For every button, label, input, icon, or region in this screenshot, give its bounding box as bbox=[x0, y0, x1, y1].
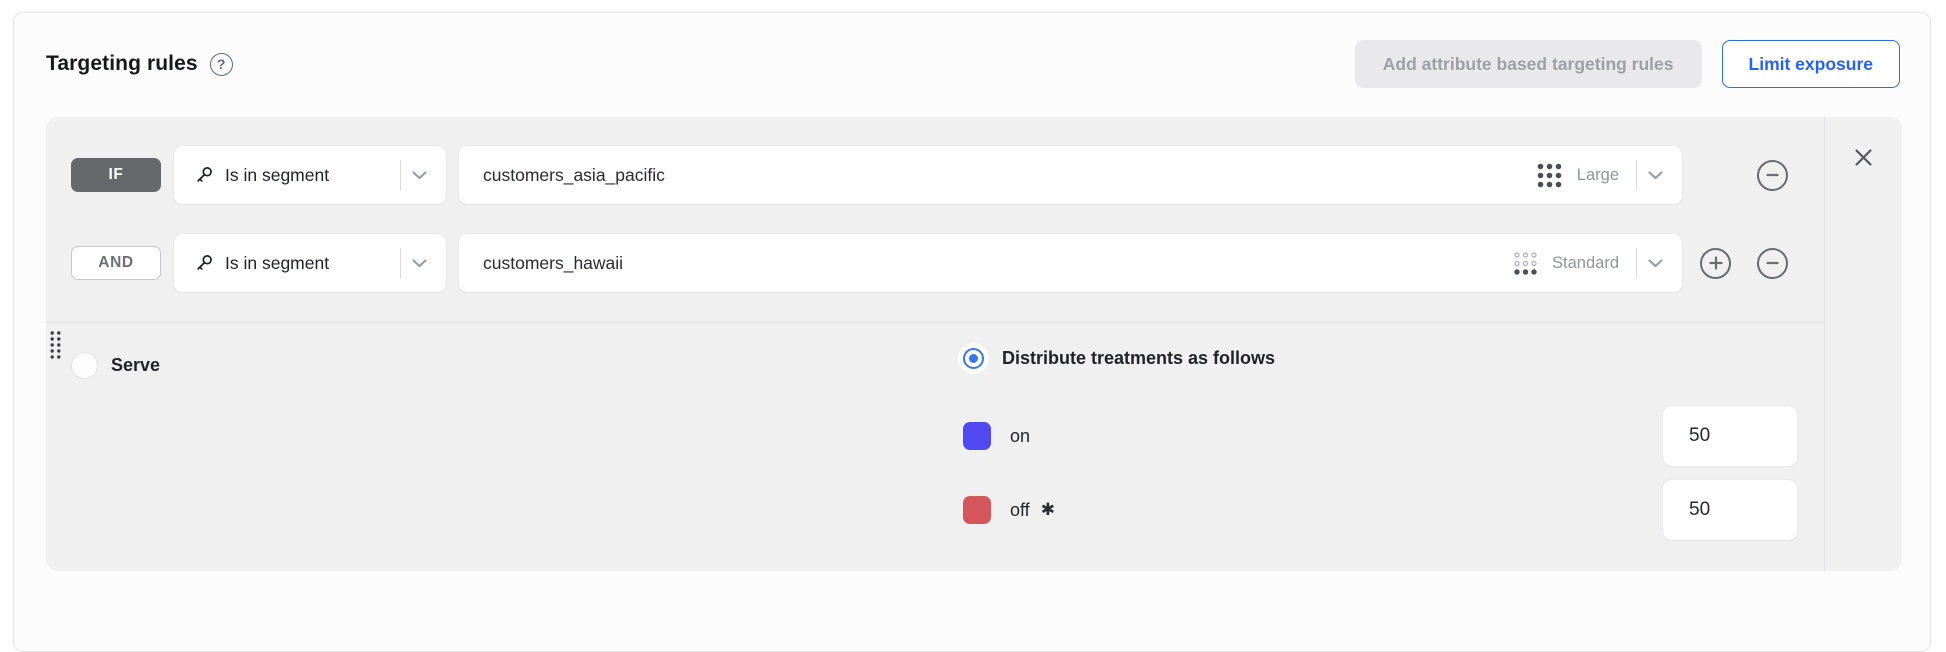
serve-label: Serve bbox=[111, 355, 161, 375]
page-title: Targeting rules bbox=[46, 52, 198, 75]
chevron-down-icon[interactable] bbox=[1648, 258, 1663, 268]
remove-condition-button[interactable] bbox=[1757, 247, 1788, 279]
help-icon[interactable]: ? bbox=[209, 52, 233, 76]
matcher-label: Is in segment bbox=[225, 252, 330, 273]
treatment-off-swatch bbox=[963, 496, 991, 524]
remove-condition-button[interactable] bbox=[1757, 159, 1788, 191]
segment-size-large-icon bbox=[1536, 162, 1563, 189]
targeting-rule-card: IF Is in segment bbox=[46, 117, 1902, 571]
serve-radio[interactable] bbox=[71, 352, 98, 379]
row-actions bbox=[1682, 247, 1824, 279]
if-badge: IF bbox=[71, 158, 161, 192]
chevron-down-icon[interactable] bbox=[1648, 170, 1663, 180]
add-attribute-rules-button[interactable]: Add attribute based targeting rules bbox=[1354, 40, 1702, 88]
segment-size-label: Large bbox=[1576, 165, 1619, 184]
chevron-down-icon bbox=[412, 170, 427, 180]
distribute-label: Distribute treatments as follows bbox=[1002, 348, 1276, 368]
add-condition-button[interactable] bbox=[1700, 247, 1731, 279]
segment-size-standard-icon bbox=[1513, 251, 1538, 276]
divider bbox=[1636, 248, 1637, 278]
segment-input[interactable] bbox=[459, 146, 1536, 204]
rule-card-rail bbox=[1824, 117, 1902, 571]
default-treatment-marker: ✱ bbox=[1040, 500, 1055, 519]
matcher-select[interactable]: Is in segment bbox=[174, 146, 446, 204]
divider bbox=[400, 248, 401, 278]
targeting-rules-panel: Targeting rules ? Add attribute based ta… bbox=[13, 12, 1931, 652]
key-icon bbox=[194, 253, 214, 273]
treatment-name: off bbox=[1010, 499, 1030, 520]
divider bbox=[400, 160, 401, 190]
serve-section: Serve Distribute treatments as follows o… bbox=[46, 323, 1824, 571]
row-actions bbox=[1682, 159, 1824, 191]
key-icon bbox=[194, 165, 214, 185]
matcher-label: Is in segment bbox=[225, 164, 330, 185]
treatment-percent-input[interactable] bbox=[1663, 480, 1797, 540]
and-badge: AND bbox=[71, 246, 161, 280]
limit-exposure-button[interactable]: Limit exposure bbox=[1721, 40, 1900, 88]
condition-row-if: IF Is in segment bbox=[71, 146, 1824, 204]
segment-combo: Standard bbox=[459, 234, 1682, 292]
divider bbox=[1636, 160, 1637, 190]
treatment-percent-input[interactable] bbox=[1663, 406, 1797, 466]
segment-size-label: Standard bbox=[1552, 253, 1619, 272]
drag-handle-icon[interactable] bbox=[49, 330, 62, 365]
rule-card-main: IF Is in segment bbox=[46, 117, 1824, 571]
panel-header: Targeting rules ? Add attribute based ta… bbox=[14, 13, 1930, 89]
distribute-option: Distribute treatments as follows bbox=[958, 343, 1275, 374]
serve-option: Serve bbox=[71, 352, 160, 379]
condition-row-and: AND Is in segment bbox=[71, 234, 1824, 292]
distribute-radio[interactable] bbox=[958, 343, 989, 374]
treatment-row-off: off ✱ bbox=[963, 480, 1797, 540]
matcher-select[interactable]: Is in segment bbox=[174, 234, 446, 292]
conditions-section: IF Is in segment bbox=[46, 117, 1824, 323]
treatment-row-on: on bbox=[963, 406, 1797, 466]
chevron-down-icon bbox=[412, 258, 427, 268]
treatment-on-swatch bbox=[963, 422, 991, 450]
segment-input[interactable] bbox=[459, 234, 1514, 292]
close-icon[interactable] bbox=[1850, 143, 1878, 171]
segment-combo: Large bbox=[459, 146, 1682, 204]
treatment-name: on bbox=[1010, 425, 1031, 446]
